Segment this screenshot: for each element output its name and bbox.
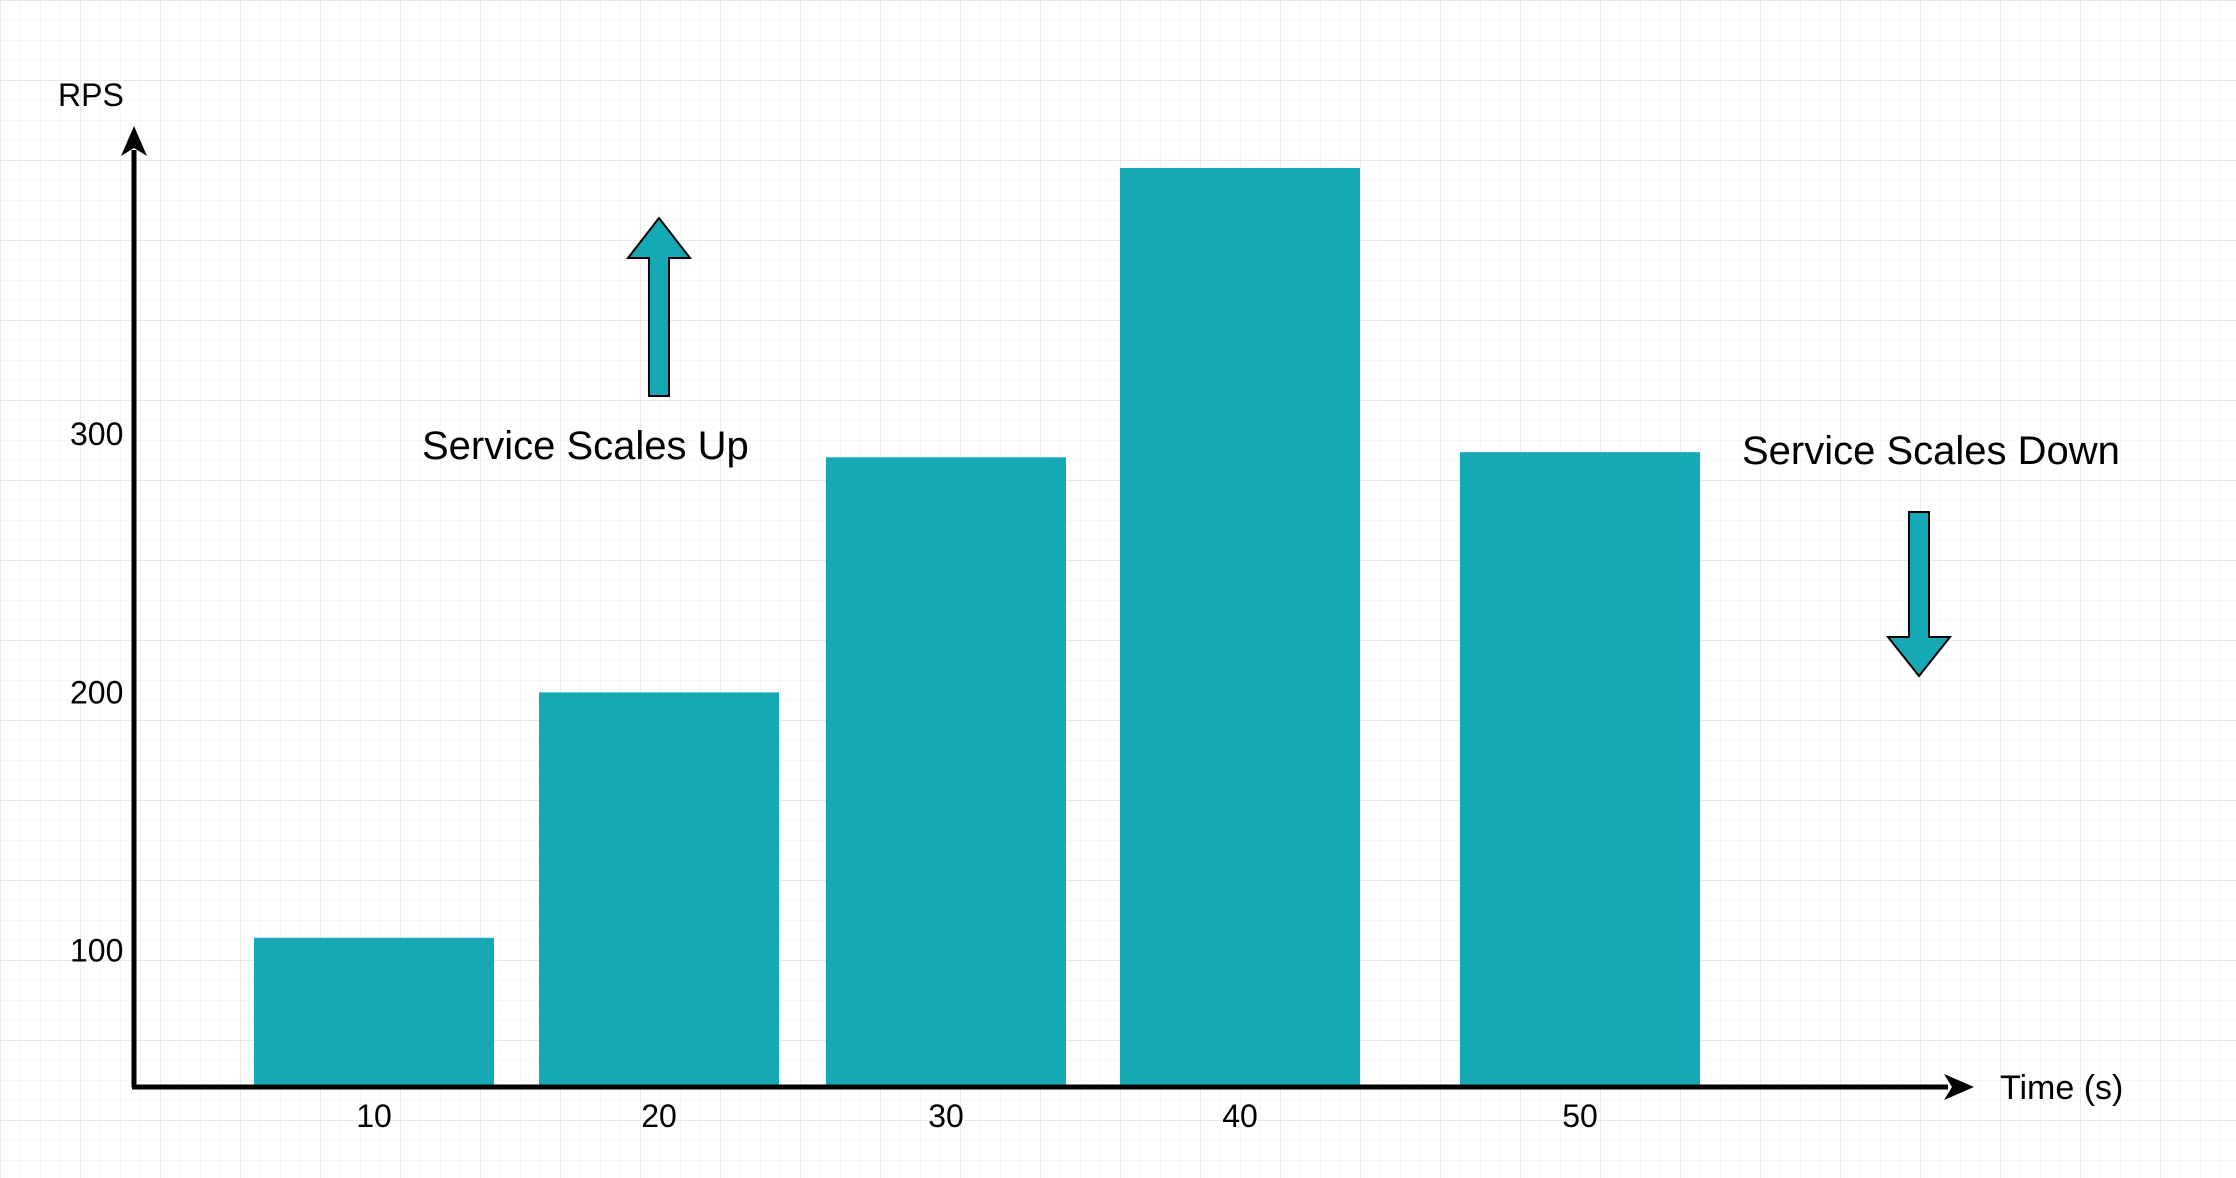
annotation-scale-up: Service Scales Up [422, 424, 749, 468]
x-axis-arrowhead [1944, 1074, 1974, 1100]
x-axis-label: Time (s) [2000, 1069, 2123, 1107]
annotation-scale-down: Service Scales Down [1742, 429, 2120, 473]
bar-10 [254, 937, 494, 1085]
x-tick-label-10: 10 [356, 1098, 392, 1134]
y-axis-arrowhead [121, 126, 147, 156]
y-tick-label-200: 200 [70, 674, 123, 710]
y-tick-label-100: 100 [70, 933, 123, 969]
bar-40 [1120, 167, 1360, 1086]
bar-20 [539, 692, 779, 1085]
scale-up-arrow-icon [625, 216, 693, 397]
x-tick-label-30: 30 [928, 1098, 964, 1134]
y-tick-label-300: 300 [70, 416, 123, 452]
bars-group [254, 167, 1700, 1086]
scale-down-arrow-icon [1885, 511, 1953, 678]
y-tick-labels: 100 200 300 [70, 416, 123, 969]
x-tick-labels: 10 20 30 40 50 [356, 1098, 1598, 1134]
y-axis-label: RPS [58, 77, 124, 113]
x-tick-label-20: 20 [641, 1098, 677, 1134]
bar-30 [826, 457, 1066, 1085]
x-tick-label-50: 50 [1562, 1098, 1598, 1134]
x-tick-label-40: 40 [1222, 1098, 1258, 1134]
bar-50 [1460, 452, 1700, 1085]
